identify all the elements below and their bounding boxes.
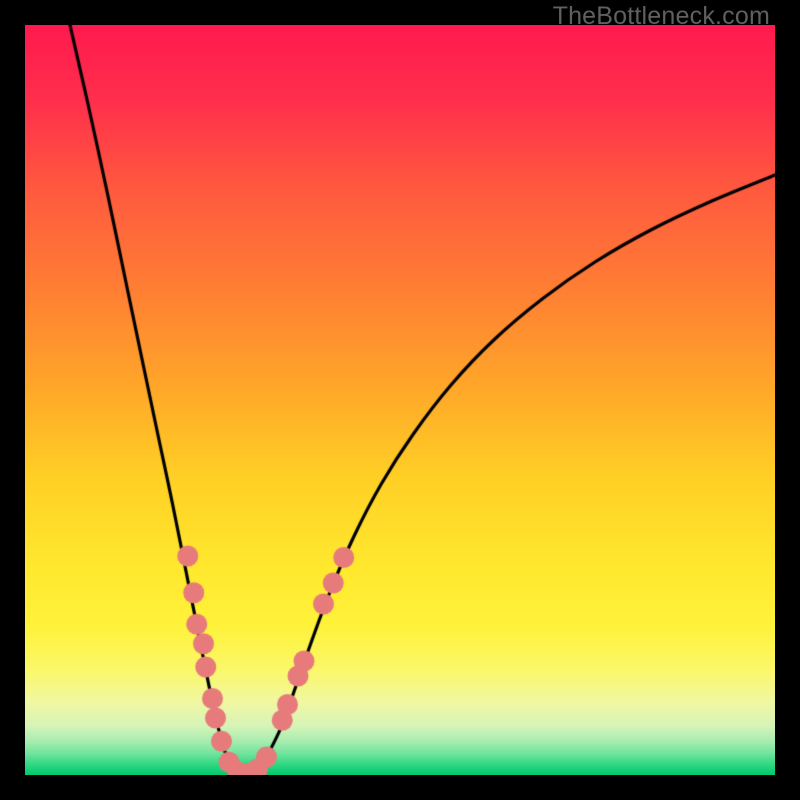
chart-stage: TheBottleneck.com	[0, 0, 800, 800]
plot-frame	[0, 0, 800, 800]
watermark-text: TheBottleneck.com	[553, 2, 770, 31]
bottleneck-curve-plot	[25, 25, 775, 775]
